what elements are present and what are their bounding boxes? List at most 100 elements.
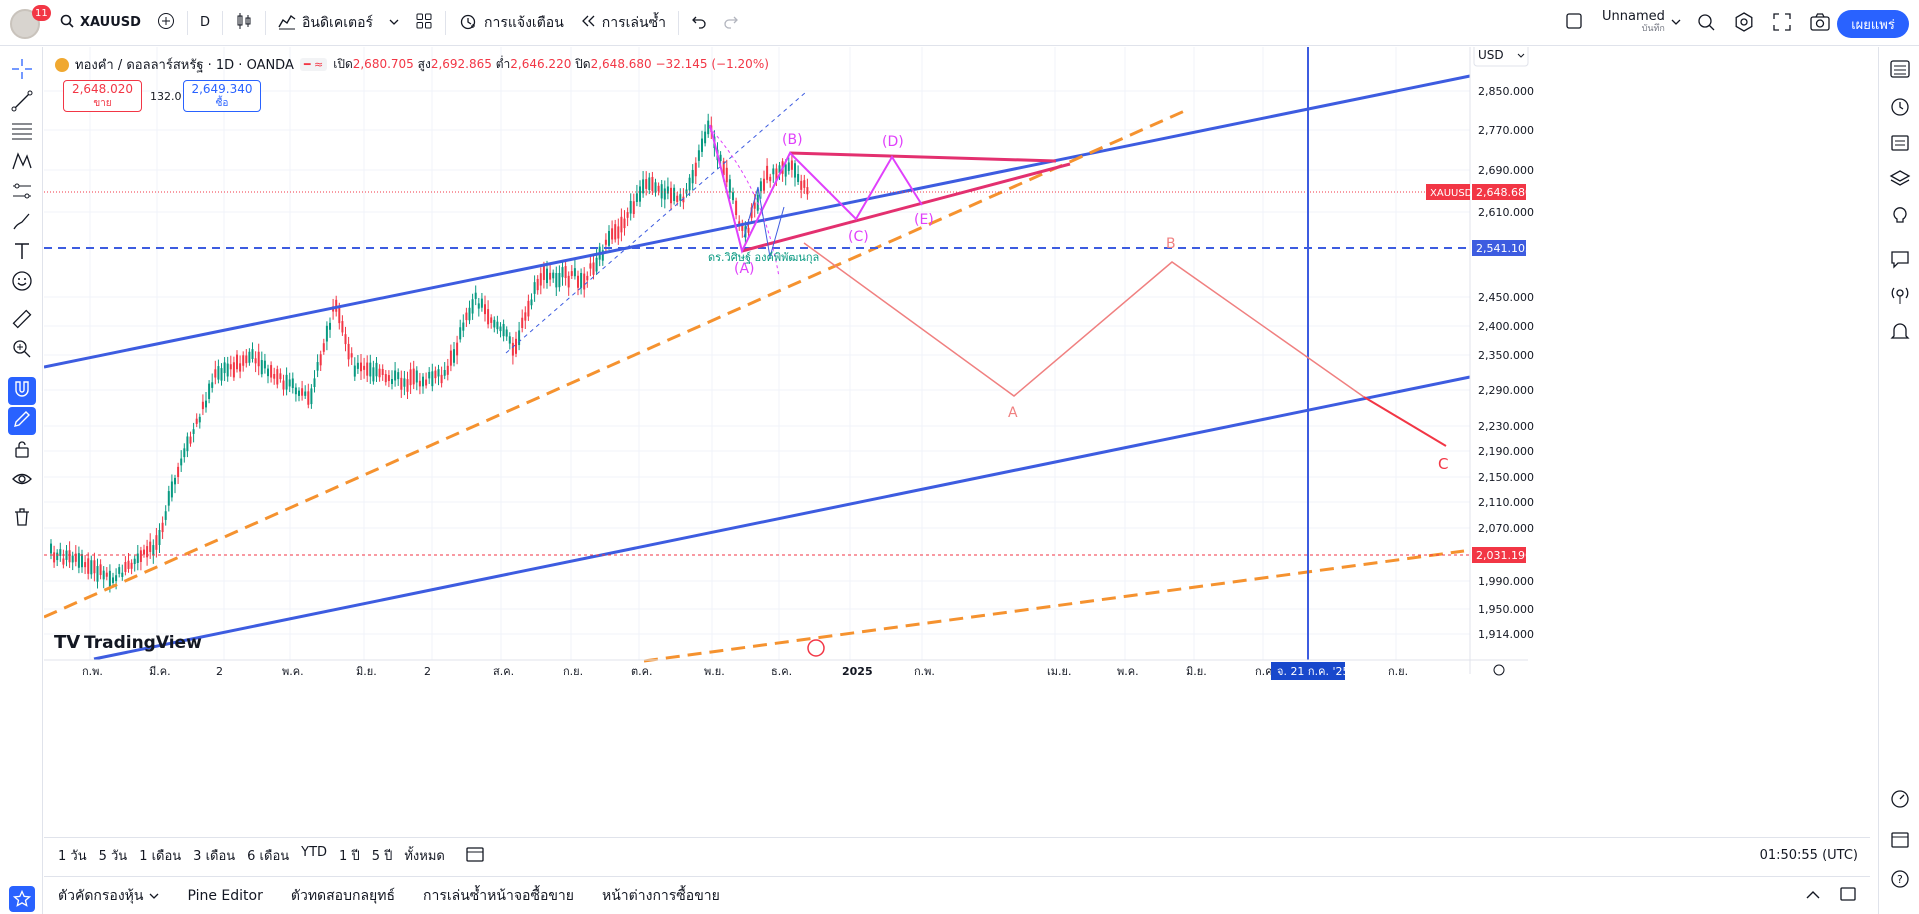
candle-body [800, 180, 803, 190]
author-label: ดร.วิศิษฐ์ องค์พิพัฒนกุล [708, 251, 819, 264]
indicators-button[interactable]: อินดิเคเตอร์ [270, 6, 381, 40]
candle-body [589, 263, 592, 269]
magnet-tool[interactable] [8, 377, 36, 405]
candle-body [372, 367, 375, 382]
brush-tool[interactable] [8, 209, 36, 237]
candle-body [632, 201, 635, 215]
price-tick: 2,150.000 [1478, 471, 1534, 484]
goto-date-icon[interactable] [465, 845, 485, 867]
candle-body [400, 377, 403, 390]
object-tree-button[interactable] [1886, 131, 1914, 159]
candle-body [766, 165, 769, 180]
zoom-tool[interactable] [8, 337, 36, 365]
candle-body [642, 179, 645, 194]
templates-button[interactable] [407, 6, 441, 40]
calendar-button[interactable] [1886, 827, 1914, 855]
legend-title[interactable]: ทองคำ / ดอลลาร์สหรัฐ · 1D · OANDA [75, 58, 294, 73]
chart-legend: ทองคำ / ดอลลาร์สหรัฐ · 1D · OANDA ━ ≈ เป… [55, 54, 769, 75]
maximize-icon[interactable] [1840, 886, 1856, 905]
projection-tool[interactable] [8, 179, 36, 207]
trendline-tool[interactable] [8, 89, 36, 117]
time-tick: มี.ค. [149, 665, 171, 678]
range-button[interactable]: 1 ปี [339, 849, 360, 864]
candle-body [307, 391, 310, 405]
remove-drawings[interactable] [8, 505, 36, 533]
panel-tab-label: การเล่นซ้ำหน้าจอซื้อขาย [423, 887, 574, 904]
trash-icon [12, 507, 32, 531]
notifications-button[interactable] [1886, 319, 1914, 347]
panel-tab[interactable]: ตัวทดสอบกลยุทธ์ [277, 885, 409, 907]
divider [445, 10, 446, 35]
replay-button[interactable]: การเล่นซ้ำ [572, 6, 674, 40]
symbol-search[interactable]: XAUUSD [52, 6, 149, 40]
candle-body [449, 350, 452, 366]
fib-tool[interactable] [8, 119, 36, 147]
alerts-panel-button[interactable] [1886, 95, 1914, 123]
sell-button[interactable]: 2,648.020 ขาย [63, 80, 142, 112]
range-button[interactable]: ทั้งหมด [404, 849, 445, 864]
data-window-button[interactable] [1886, 787, 1914, 815]
text-tool[interactable] [8, 239, 36, 267]
chat-button[interactable] [1886, 247, 1914, 275]
time-tick: ส.ค. [493, 665, 514, 678]
streams-button[interactable] [1886, 283, 1914, 311]
fullscreen-icon[interactable] [1768, 8, 1796, 36]
candle-body [186, 436, 189, 452]
candle-body [403, 378, 406, 387]
lock-drawings[interactable] [8, 437, 36, 465]
range-button[interactable]: 3 เดือน [193, 849, 236, 864]
candle-body [102, 570, 105, 580]
indicator-dropdown[interactable] [381, 6, 407, 40]
measure-tool[interactable] [8, 307, 36, 335]
chart-pane[interactable]: (A) (B) (C) (D) (E) ดร.วิศิษฐ์ องค์พิพัฒ… [43, 43, 1870, 809]
panel-tab[interactable]: Pine Editor [173, 885, 276, 907]
panel-tab[interactable]: หน้าต่างการซื้อขาย [588, 885, 734, 907]
publish-button[interactable]: เผยแพร่ [1837, 10, 1909, 38]
candle-body [304, 391, 307, 396]
range-button[interactable]: 1 เดือน [139, 849, 182, 864]
layers-button[interactable] [1886, 167, 1914, 195]
candle-body [341, 321, 344, 333]
buy-button[interactable]: 2,649.340 ซื้อ [183, 80, 261, 112]
stay-in-drawing-mode[interactable] [8, 407, 36, 435]
drawings: (A) (B) (C) (D) (E) ดร.วิศิษฐ์ องค์พิพัฒ… [43, 47, 1471, 663]
candle-body [505, 329, 508, 337]
search-icon [60, 14, 74, 32]
price-tick: 2,770.000 [1478, 124, 1534, 137]
divider [264, 10, 266, 35]
candle-body [422, 376, 424, 387]
range-button[interactable]: YTD [301, 845, 328, 860]
redo-button[interactable] [715, 6, 747, 40]
chart-type-button[interactable] [227, 6, 261, 40]
clock-label[interactable]: 01:50:55 (UTC) [1759, 848, 1858, 863]
compare-button[interactable] [149, 6, 183, 40]
legend-toggle[interactable]: ━ ≈ [299, 58, 328, 71]
interval-button[interactable]: D [192, 6, 218, 40]
help-button[interactable]: ? [1886, 867, 1914, 895]
camera-icon[interactable] [1806, 8, 1834, 36]
layout-select[interactable]: Unnamed บันทึก [1558, 6, 1689, 40]
range-button[interactable]: 1 วัน [58, 849, 87, 864]
broadcast-icon [1889, 284, 1911, 310]
chevron-up-icon[interactable] [1806, 888, 1820, 904]
emoji-tool[interactable] [8, 269, 36, 297]
ideas-button[interactable] [1886, 203, 1914, 231]
undo-button[interactable] [683, 6, 715, 40]
bell-icon [1889, 320, 1911, 346]
alerts-button[interactable]: การแจ้งเตือน [450, 6, 572, 40]
watchlist-button[interactable] [1886, 57, 1914, 85]
hide-drawings[interactable] [8, 467, 36, 495]
layers-icon [1889, 168, 1911, 194]
range-button[interactable]: 5 วัน [98, 849, 128, 864]
settings-icon[interactable] [1730, 8, 1758, 36]
range-button[interactable]: 6 เดือน [247, 849, 290, 864]
panel-tab[interactable]: การเล่นซ้ำหน้าจอซื้อขาย [409, 885, 588, 907]
pattern-tool[interactable] [8, 149, 36, 177]
quick-search-icon[interactable] [1692, 8, 1720, 36]
favorites-button[interactable] [8, 885, 36, 913]
panel-tab[interactable]: ตัวคัดกรองหุ้น [44, 885, 173, 907]
crosshair-tool[interactable] [8, 57, 36, 85]
candle-body [195, 418, 198, 424]
candle-body [549, 272, 552, 280]
range-button[interactable]: 5 ปี [371, 849, 393, 864]
